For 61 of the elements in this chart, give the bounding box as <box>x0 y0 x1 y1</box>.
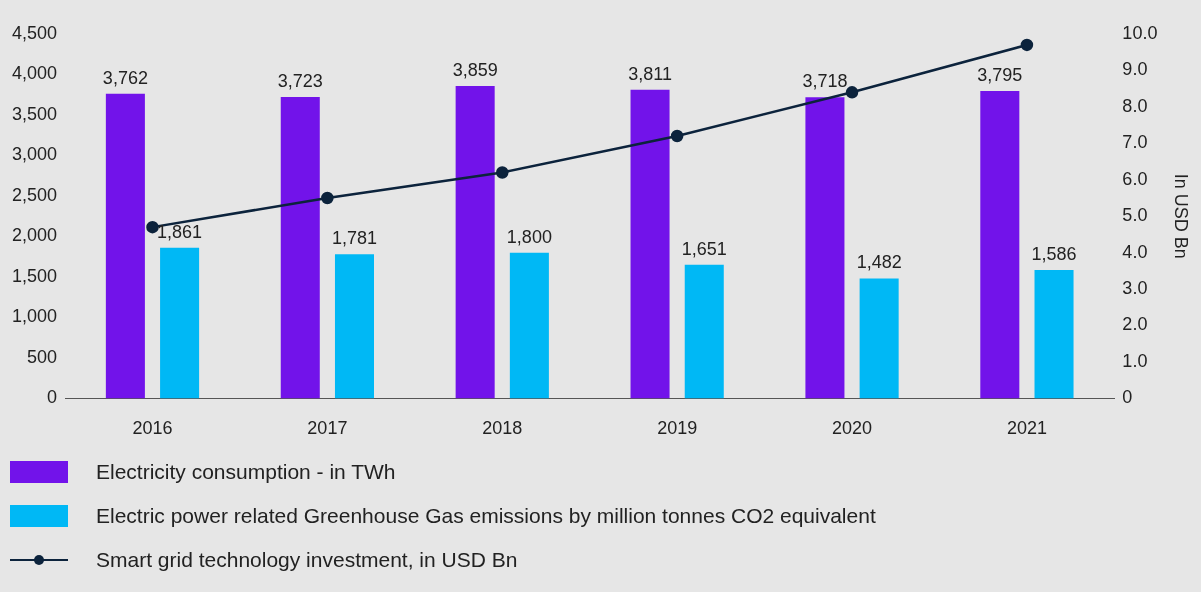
legend-label: Smart grid technology investment, in USD Bn <box>96 548 518 572</box>
data-label: 1,800 <box>506 226 552 247</box>
point <box>670 129 684 143</box>
y-tick-label: 2,500 <box>12 184 58 205</box>
y2-tick-label: 5.0 <box>1122 205 1148 226</box>
x-tick-label: 2021 <box>1006 418 1047 439</box>
point <box>321 191 334 205</box>
legend-label: Electric power related Greenhouse Gas emissions by million tonnes CO2 equivalent <box>96 504 876 528</box>
bar <box>280 96 320 399</box>
y-tick-label: 0 <box>47 387 58 408</box>
y2-axis-title: In USD Bn <box>1171 173 1192 259</box>
bar <box>805 97 845 399</box>
x-tick-label: 2017 <box>307 418 348 439</box>
data-label: 3,795 <box>977 65 1023 86</box>
bar <box>334 254 374 399</box>
y-tick-label: 4,500 <box>12 22 58 43</box>
point <box>146 220 159 234</box>
legend-label: Electricity consumption - in TWh <box>96 460 396 484</box>
point <box>845 86 859 99</box>
y-tick-label: 4,000 <box>12 63 58 84</box>
data-label: 3,723 <box>277 70 323 91</box>
y-tick-label: 3,500 <box>12 103 58 124</box>
data-label: 1,861 <box>157 221 203 242</box>
bar <box>980 91 1020 399</box>
y2-tick-label: 8.0 <box>1122 95 1148 116</box>
y-tick-label: 500 <box>27 346 58 367</box>
data-label: 1,586 <box>1031 243 1077 264</box>
y2-tick-label: 2.0 <box>1122 314 1148 335</box>
bar <box>455 85 495 399</box>
bar <box>105 93 145 399</box>
data-label: 1,651 <box>681 238 727 259</box>
x-tick-label: 2018 <box>482 418 523 439</box>
y-tick-label: 3,000 <box>12 144 58 165</box>
bar <box>509 252 549 399</box>
data-label: 3,762 <box>102 67 148 88</box>
bar <box>1034 269 1074 399</box>
y2-tick-label: 10.0 <box>1122 22 1158 43</box>
data-label: 1,781 <box>331 228 378 249</box>
data-label: 1,482 <box>856 252 902 273</box>
point <box>496 166 509 179</box>
bar <box>630 89 670 399</box>
y-tick-label: 1,500 <box>12 265 58 286</box>
y2-tick-label: 6.0 <box>1122 168 1148 189</box>
y-tick-label: 1,000 <box>12 306 58 327</box>
bar <box>859 278 899 399</box>
y-tick-label: 2,000 <box>12 225 58 246</box>
y2-tick-label: 0 <box>1122 387 1133 408</box>
y2-tick-label: 4.0 <box>1122 241 1148 262</box>
data-label: 3,718 <box>802 71 848 92</box>
x-tick-label: 2020 <box>832 418 873 439</box>
bar <box>684 264 724 399</box>
y2-tick-label: 7.0 <box>1122 132 1148 153</box>
x-tick-label: 2016 <box>132 418 173 439</box>
data-label: 3,811 <box>628 63 672 84</box>
point <box>1020 38 1034 52</box>
y2-tick-label: 3.0 <box>1122 278 1148 299</box>
y2-tick-label: 9.0 <box>1122 59 1148 80</box>
bar <box>160 247 200 399</box>
x-tick-label: 2019 <box>657 418 698 439</box>
data-label: 3,859 <box>452 59 498 80</box>
y2-tick-label: 1.0 <box>1122 350 1148 371</box>
